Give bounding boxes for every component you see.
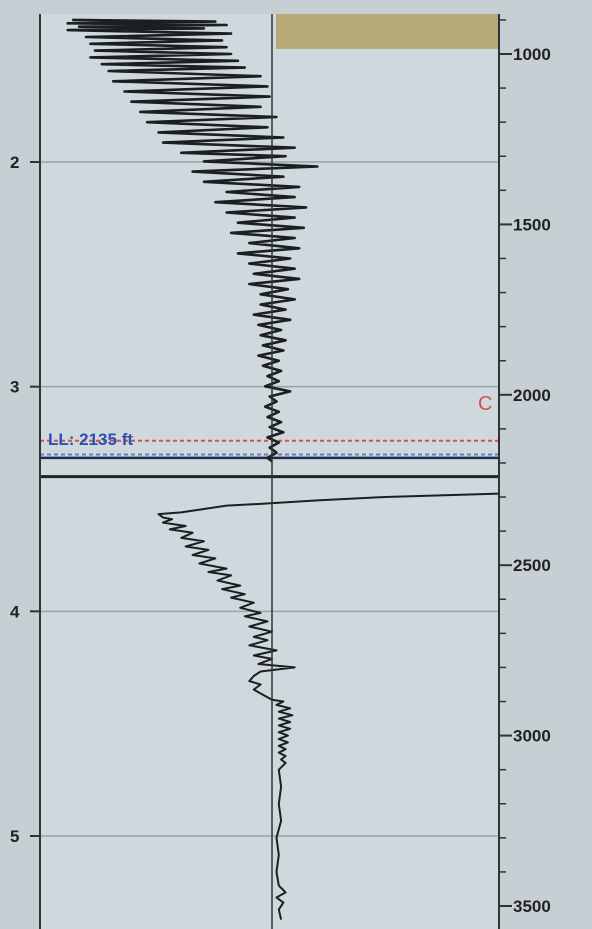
depth-marker-label: LL: 2135 ft [48,430,133,449]
right-tick-label-1500: 1500 [513,215,551,234]
right-tick-label-3000: 3000 [513,727,551,746]
top-shaded-band [276,14,499,49]
right-tick-label-2000: 2000 [513,386,551,405]
left-tick-label-4: 4 [10,602,20,621]
right-tick-label-3500: 3500 [513,897,551,916]
marker-c-label: C [478,393,492,415]
left-tick-label-5: 5 [10,827,19,846]
plot-area [40,14,499,929]
right-tick-label-2500: 2500 [513,556,551,575]
left-tick-label-3: 3 [10,378,19,397]
left-tick-label-2: 2 [10,153,19,172]
right-tick-label-1000: 1000 [513,45,551,64]
right-axis-minor-ticks [499,19,506,907]
log-trace-1 [66,18,319,463]
left-axis-ticks: 2 3 4 5 [10,153,40,846]
right-axis-ticks: 1000 1500 2000 2500 3000 3500 [499,45,551,916]
